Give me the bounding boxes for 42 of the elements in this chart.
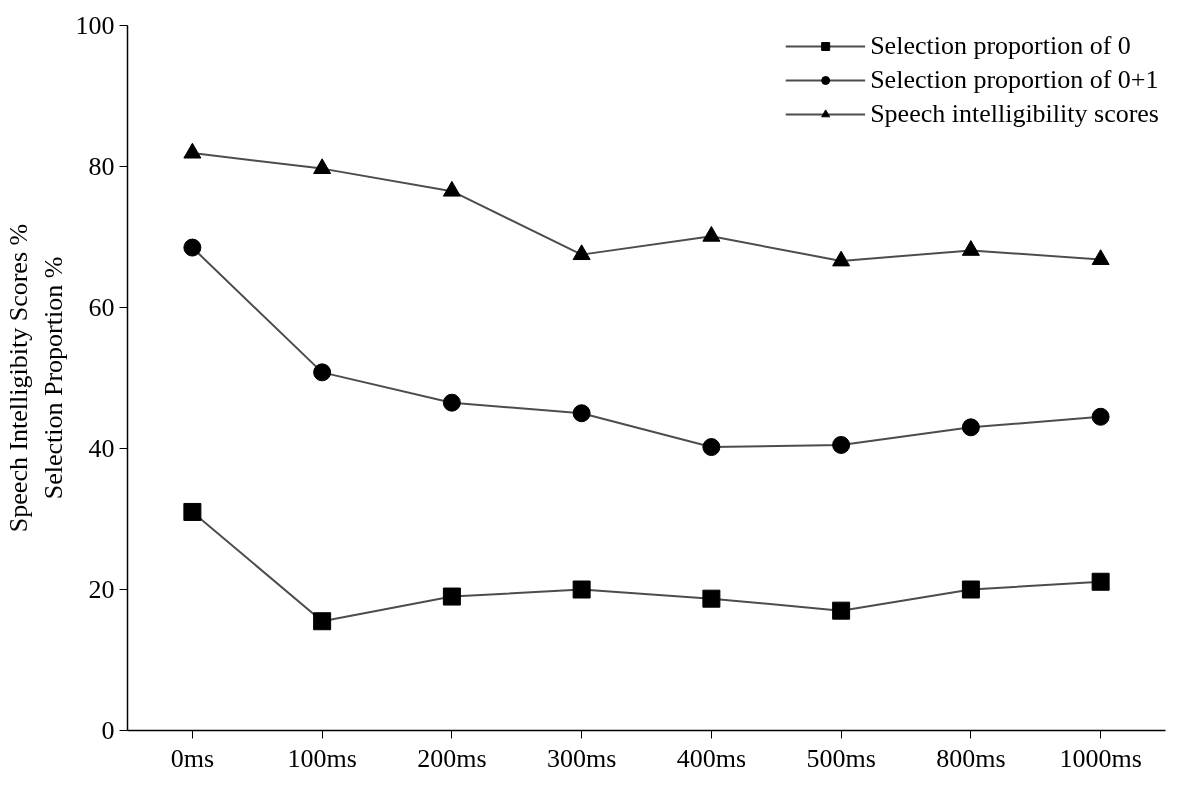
point: [961, 580, 980, 599]
point: [442, 587, 461, 606]
y-tick-label: 60: [88, 293, 115, 322]
x-tick-label: 300ms: [546, 743, 617, 773]
point: [1091, 572, 1110, 591]
y-tick-label: 0: [101, 716, 115, 745]
x-tick-label: 500ms: [806, 743, 876, 773]
point: [702, 225, 721, 242]
legend-label: Selection proportion of 0: [870, 31, 1131, 61]
point: [702, 438, 721, 457]
point: [183, 502, 202, 521]
point: [183, 238, 202, 257]
point: [1091, 407, 1110, 426]
legend-label: Selection proportion of 0+1: [870, 65, 1159, 95]
point: [961, 418, 980, 437]
y-tick-label: 20: [88, 575, 115, 604]
point: [313, 158, 332, 175]
legend-label: Speech intelligibility scores: [870, 99, 1159, 129]
y-tick-label: 40: [88, 434, 115, 463]
x-tick-label: 800ms: [936, 743, 1006, 773]
point: [442, 180, 461, 197]
y-tick-label: 100: [75, 11, 115, 40]
point: [572, 404, 591, 423]
point: [572, 244, 591, 261]
point: [572, 580, 591, 599]
point: [313, 363, 332, 382]
x-tick-label: 400ms: [676, 743, 747, 773]
point: [1091, 249, 1110, 265]
point: [313, 612, 332, 631]
point: [832, 601, 851, 620]
point: [183, 142, 202, 159]
point: [961, 240, 980, 256]
point: [832, 435, 851, 454]
point: [832, 250, 851, 267]
x-tick-label: 100ms: [287, 743, 357, 773]
y-tick-label: 80: [88, 152, 115, 181]
x-tick-label: 1000ms: [1059, 743, 1142, 773]
point: [442, 393, 461, 412]
x-tick-label: 0ms: [170, 743, 215, 773]
point: [702, 589, 721, 608]
x-tick-label: 200ms: [417, 743, 487, 773]
y-axis-title: Speech Intelligibity Scores % Selection Proportion %: [3, 223, 68, 533]
